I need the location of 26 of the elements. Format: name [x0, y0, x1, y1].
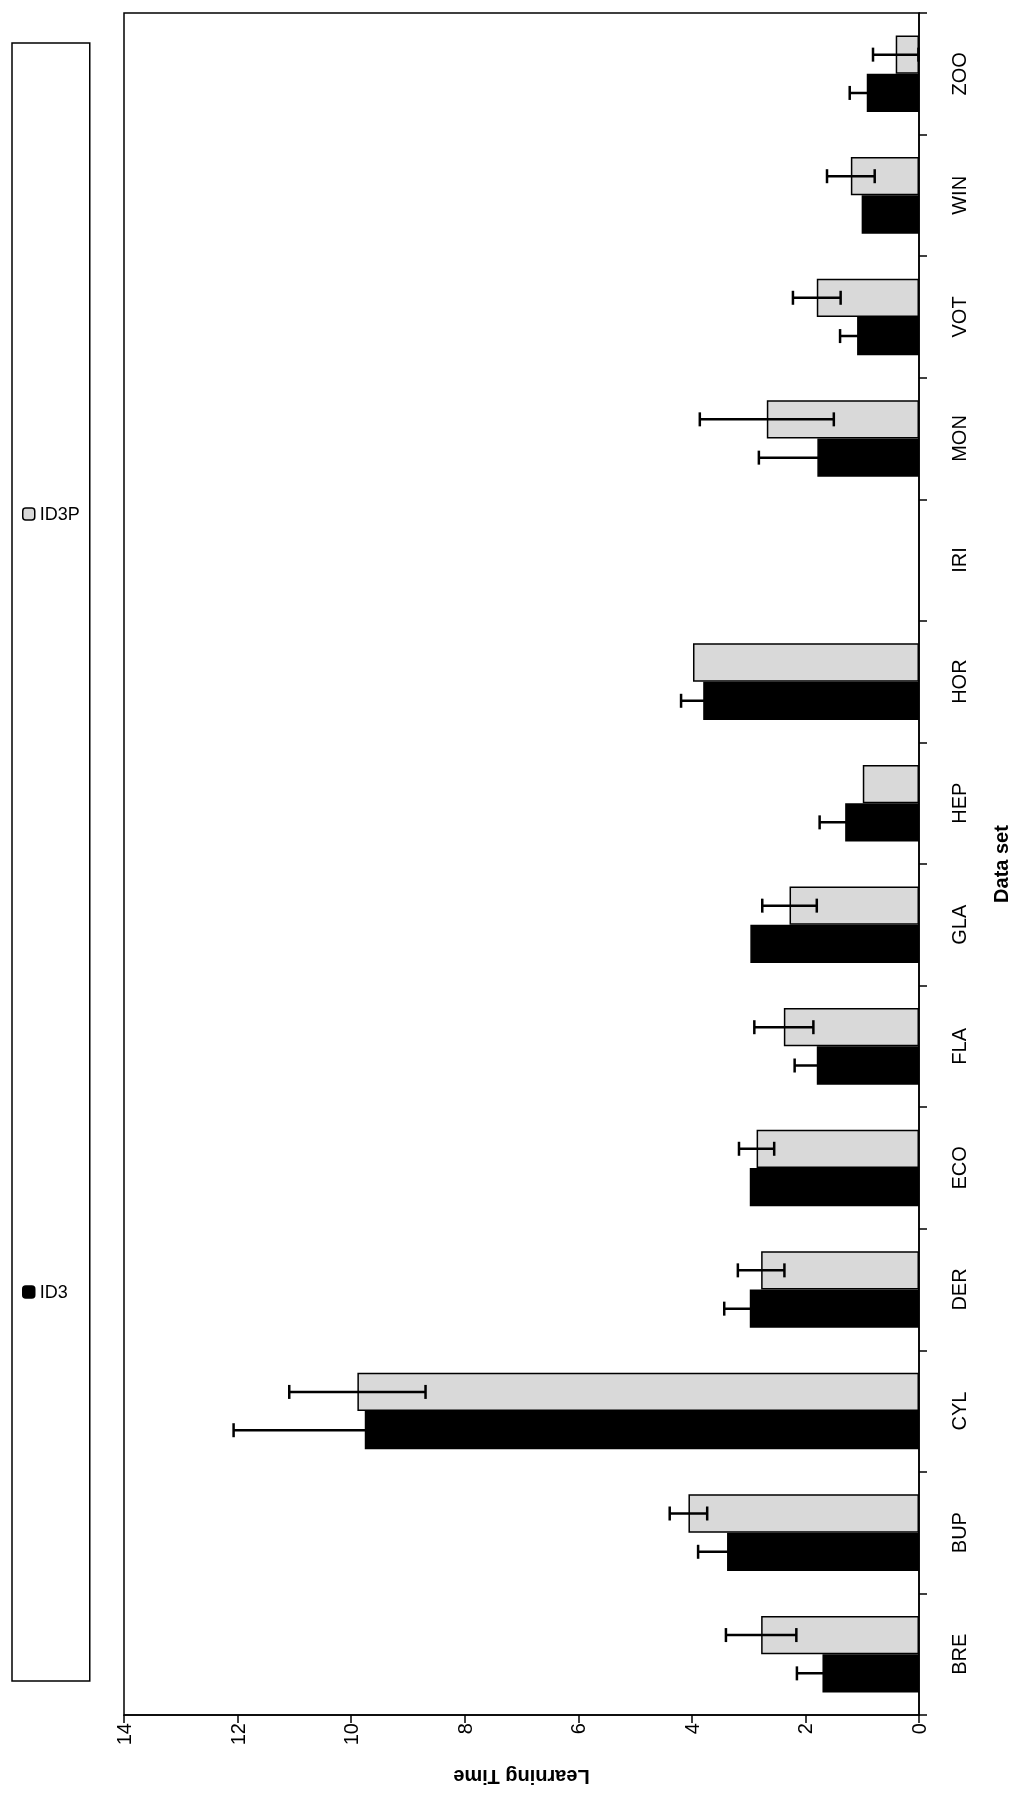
- y-axis-title: Data set: [990, 824, 1012, 903]
- x-tick-label: 4: [680, 1723, 703, 1735]
- x-tick-label: 0: [908, 1723, 930, 1735]
- y-tick-label: HOR: [948, 659, 970, 704]
- y-tick-label: WIN: [948, 175, 970, 215]
- x-tick-label: 6: [567, 1723, 590, 1735]
- y-tick-label: ECO: [948, 1146, 970, 1190]
- x-tick-label: 8: [453, 1723, 476, 1735]
- y-tick-label: CYL: [948, 1391, 970, 1431]
- y-tick-label: VOT: [948, 296, 970, 338]
- y-tick-label: DER: [948, 1268, 970, 1311]
- y-tick-label: BUP: [948, 1512, 970, 1554]
- y-tick-label: HEP: [948, 782, 970, 824]
- x-tick-label: 12: [226, 1723, 249, 1746]
- y-tick-label: IRI: [948, 547, 970, 573]
- legend-label: ID3P: [39, 504, 80, 524]
- x-tick-label: 2: [794, 1723, 817, 1735]
- legend-label: ID3: [39, 1282, 68, 1302]
- x-axis-title: Learning Time: [453, 1766, 590, 1788]
- y-tick-label: BRE: [948, 1633, 970, 1675]
- y-tick-label: ZOO: [948, 52, 970, 96]
- x-tick-label: 14: [113, 1723, 135, 1746]
- y-tick-label: GLA: [948, 904, 970, 945]
- x-tick-label: 10: [340, 1723, 363, 1746]
- y-tick-label: FLA: [948, 1027, 970, 1065]
- y-tick-label: MON: [948, 415, 970, 462]
